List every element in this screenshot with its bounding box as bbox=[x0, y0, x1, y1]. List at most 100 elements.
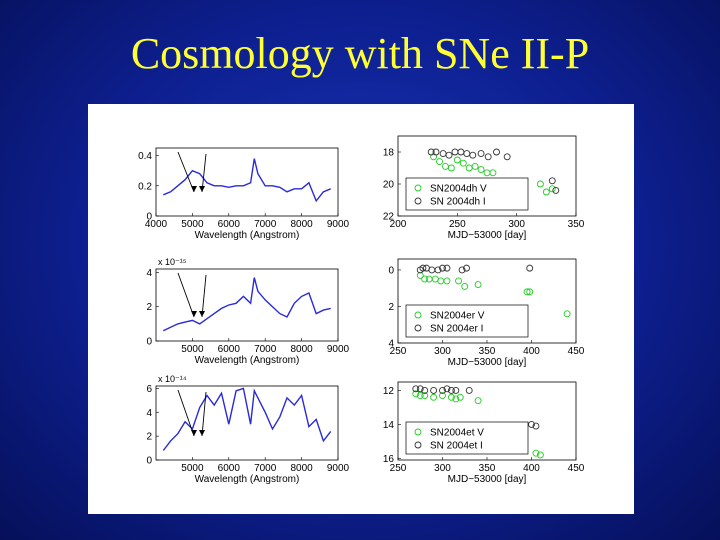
y-tick-label: 2 bbox=[146, 302, 152, 313]
x-tick-label: 450 bbox=[568, 463, 585, 474]
legend-box bbox=[405, 177, 529, 211]
data-point-v-band bbox=[456, 393, 464, 401]
x-tick-label: 8000 bbox=[290, 219, 313, 230]
legend-label: SN2004er V bbox=[430, 311, 485, 322]
data-point-v-band bbox=[452, 395, 460, 403]
feature-arrow bbox=[201, 274, 207, 318]
legend-marker bbox=[414, 324, 422, 332]
y-tick-label: 14 bbox=[383, 420, 395, 431]
x-tick-label: 250 bbox=[390, 463, 407, 474]
data-point-i-band bbox=[412, 385, 420, 393]
spectrum-line bbox=[163, 158, 331, 203]
y-tick-label: 16 bbox=[383, 454, 395, 465]
x-tick-label: 6000 bbox=[218, 463, 241, 474]
y-tick-label: 0.4 bbox=[138, 151, 152, 162]
data-point-v-band bbox=[425, 275, 433, 283]
data-point-i-band bbox=[430, 387, 438, 394]
data-point-i-band bbox=[526, 264, 534, 272]
feature-arrow-head bbox=[199, 311, 205, 317]
y-tick-label: 2 bbox=[146, 432, 152, 443]
data-point-i-band bbox=[493, 148, 500, 156]
data-point-i-band bbox=[465, 387, 473, 394]
y-tick-label: 4 bbox=[146, 408, 152, 419]
x-tick-label: 300 bbox=[434, 346, 451, 357]
data-point-v-band bbox=[416, 271, 424, 279]
data-point-i-band bbox=[443, 385, 451, 393]
data-point-i-band bbox=[439, 387, 446, 394]
y-tick-label: 12 bbox=[383, 386, 395, 397]
data-point-i-band bbox=[451, 148, 459, 156]
data-point-v-band bbox=[453, 156, 461, 164]
data-point-i-band bbox=[432, 148, 440, 156]
slide-title: Cosmology with SNe II-P bbox=[130, 29, 590, 78]
data-point-v-band bbox=[461, 282, 469, 290]
data-point-v-band bbox=[483, 169, 491, 177]
plot-frame bbox=[397, 135, 577, 217]
data-point-v-band bbox=[465, 164, 473, 172]
data-point-v-band bbox=[443, 277, 451, 285]
data-point-v-band bbox=[523, 288, 531, 296]
x-tick-label: 5000 bbox=[181, 463, 204, 474]
legend-label: SN 2004dh I bbox=[430, 197, 486, 208]
plot-frame bbox=[155, 268, 339, 342]
legend-marker bbox=[414, 184, 422, 192]
x-tick-label: 5000 bbox=[181, 344, 204, 355]
data-point-v-band bbox=[474, 281, 482, 289]
x-tick-label: 7000 bbox=[254, 219, 277, 230]
data-point-v-band bbox=[526, 288, 534, 296]
data-point-i-band bbox=[457, 148, 465, 156]
data-point-v-band bbox=[436, 158, 443, 166]
x-tick-label: 5000 bbox=[181, 219, 204, 230]
y-tick-label: 22 bbox=[383, 212, 395, 223]
legend-box bbox=[405, 421, 529, 455]
feature-arrow-head bbox=[191, 186, 197, 192]
x-tick-label: 300 bbox=[434, 463, 451, 474]
feature-arrow-head bbox=[199, 430, 205, 436]
x-axis-label: MJD−53000 [day] bbox=[448, 357, 527, 368]
spectrum-line bbox=[163, 277, 331, 332]
data-point-v-band bbox=[447, 393, 455, 401]
feature-arrow bbox=[201, 391, 207, 437]
x-tick-label: 6000 bbox=[218, 219, 241, 230]
x-tick-label: 8000 bbox=[290, 344, 313, 355]
x-tick-label: 250 bbox=[449, 219, 466, 230]
y-tick-label: 0 bbox=[388, 265, 394, 276]
data-point-i-band bbox=[469, 151, 477, 159]
legend-label: SN2004et V bbox=[430, 428, 484, 439]
feature-arrow bbox=[201, 153, 207, 193]
photometry-3-chart: 250 300 350 400 450 12 14 16 MJD−53000 [day] SN20… bbox=[383, 381, 585, 485]
x-tick-label: 9000 bbox=[327, 344, 350, 355]
x-tick-label: 350 bbox=[479, 346, 496, 357]
data-point-v-band bbox=[455, 277, 462, 285]
data-point-v-band bbox=[416, 392, 424, 400]
x-tick-label: 9000 bbox=[327, 219, 350, 230]
spectrum-line bbox=[162, 387, 332, 451]
data-point-i-band bbox=[458, 266, 466, 274]
plot-frame bbox=[155, 147, 339, 217]
data-point-i-band bbox=[443, 264, 451, 272]
data-point-v-band bbox=[421, 392, 429, 400]
y-tick-label: 6 bbox=[146, 384, 152, 395]
y-tick-label: 4 bbox=[388, 339, 394, 350]
x-tick-label: 350 bbox=[479, 463, 496, 474]
x-tick-label: 300 bbox=[508, 219, 525, 230]
data-point-i-band bbox=[416, 385, 424, 393]
data-point-v-band bbox=[430, 393, 438, 401]
data-point-i-band bbox=[484, 153, 492, 161]
y-tick-label: 20 bbox=[383, 180, 395, 191]
y-tick-label: 18 bbox=[383, 148, 395, 159]
data-point-v-band bbox=[442, 162, 449, 170]
data-point-i-band bbox=[434, 266, 442, 274]
legend-marker bbox=[414, 311, 422, 319]
data-point-v-band bbox=[548, 185, 556, 193]
data-point-i-band bbox=[463, 150, 471, 158]
data-point-v-band bbox=[447, 164, 455, 172]
data-point-i-band bbox=[463, 264, 470, 272]
data-point-v-band bbox=[439, 392, 446, 400]
y-tick-label: 2 bbox=[388, 302, 394, 313]
data-point-i-band bbox=[445, 151, 453, 159]
plot-frame bbox=[155, 385, 339, 461]
data-point-v-band bbox=[532, 449, 540, 457]
data-point-v-band bbox=[437, 277, 445, 285]
y-tick-label: 4 bbox=[146, 268, 152, 279]
